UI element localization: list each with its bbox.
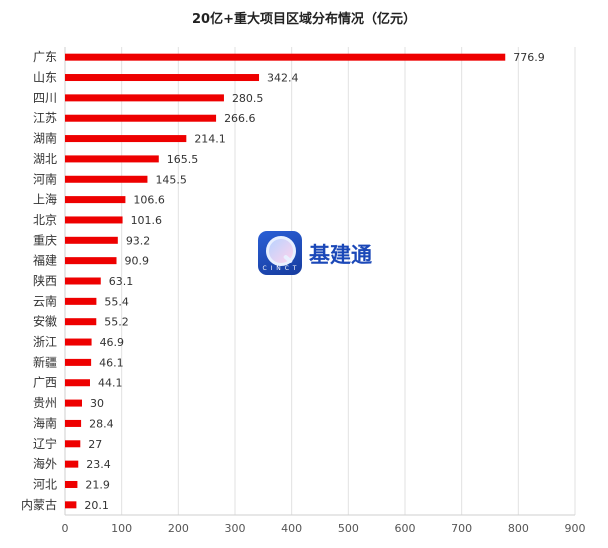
- category-label: 贵州: [33, 396, 57, 410]
- category-label: 重庆: [33, 233, 57, 247]
- bar: [65, 155, 159, 163]
- chart-title: 20亿+重大项目区域分布情况（亿元）: [192, 12, 416, 27]
- category-label: 河北: [33, 477, 57, 491]
- category-label: 辽宁: [33, 436, 57, 451]
- value-label: 63.1: [109, 275, 134, 288]
- bar: [65, 501, 77, 509]
- category-label: 山东: [33, 71, 57, 85]
- value-label: 46.9: [100, 336, 125, 349]
- value-label: 106.6: [133, 194, 165, 207]
- value-label: 21.9: [85, 478, 110, 491]
- category-label: 北京: [33, 213, 57, 227]
- x-tick-label: 400: [281, 522, 302, 535]
- bar: [65, 196, 126, 204]
- value-label: 101.6: [131, 214, 163, 227]
- category-label: 海南: [33, 415, 57, 430]
- value-label: 30: [90, 397, 104, 410]
- category-label: 广东: [33, 50, 57, 64]
- value-label: 90.9: [125, 255, 150, 268]
- bar: [65, 257, 117, 265]
- category-label: 河南: [33, 171, 57, 186]
- category-label: 浙江: [33, 335, 57, 349]
- value-label: 214.1: [194, 133, 226, 146]
- category-label: 海外: [33, 456, 57, 471]
- category-label: 湖北: [33, 151, 57, 166]
- value-label: 23.4: [86, 458, 111, 471]
- category-label: 陕西: [33, 273, 57, 288]
- value-label: 93.2: [126, 234, 150, 247]
- logo-badge: C I N C T: [258, 231, 302, 275]
- x-tick-label: 200: [168, 522, 189, 535]
- x-tick-label: 100: [111, 522, 132, 535]
- category-label: 内蒙古: [21, 497, 57, 512]
- value-label: 145.5: [155, 173, 187, 186]
- logo-text: 基建通: [309, 242, 372, 267]
- category-label: 福建: [33, 253, 57, 268]
- x-tick-label: 900: [565, 522, 586, 535]
- bar: [65, 277, 101, 285]
- bar: [65, 358, 92, 366]
- x-tick-label: 300: [225, 522, 246, 535]
- value-label: 165.5: [167, 153, 199, 166]
- bar: [65, 297, 97, 305]
- x-tick-label: 800: [508, 522, 529, 535]
- bar: [65, 338, 92, 346]
- bar: [65, 480, 78, 488]
- category-label: 云南: [33, 293, 57, 308]
- bar: [65, 399, 82, 407]
- value-label: 266.6: [224, 112, 256, 125]
- value-label: 20.1: [84, 499, 109, 512]
- value-label: 776.9: [513, 51, 545, 64]
- value-label: 280.5: [232, 92, 264, 105]
- x-tick-label: 0: [62, 522, 69, 535]
- category-label: 上海: [33, 192, 57, 207]
- bar: [65, 114, 217, 122]
- value-label: 342.4: [267, 72, 299, 85]
- bar: [65, 175, 148, 183]
- bar: [65, 135, 187, 143]
- bar: [65, 53, 506, 61]
- category-label: 新疆: [33, 354, 57, 369]
- category-label: 湖南: [33, 131, 57, 146]
- category-label: 安徽: [33, 314, 57, 329]
- bar: [65, 419, 82, 427]
- value-label: 28.4: [89, 417, 114, 430]
- x-tick-label: 600: [395, 522, 416, 535]
- bar: [65, 460, 79, 468]
- x-tick-label: 700: [451, 522, 472, 535]
- bar: [65, 318, 97, 326]
- bar: [65, 440, 81, 448]
- value-label: 46.1: [99, 356, 124, 369]
- bar: [65, 216, 123, 224]
- value-label: 55.4: [104, 295, 129, 308]
- logo-subtext: C I N C T: [262, 265, 298, 272]
- category-label: 广西: [33, 376, 57, 390]
- bar: [65, 94, 224, 102]
- value-label: 27: [88, 438, 102, 451]
- value-label: 44.1: [98, 377, 123, 390]
- category-label: 四川: [33, 91, 57, 105]
- watermark-logo: C I N C T 基建通: [258, 231, 383, 277]
- bar: [65, 379, 90, 387]
- category-label: 江苏: [33, 111, 57, 125]
- bar: [65, 74, 260, 82]
- bar: [65, 236, 118, 244]
- value-label: 55.2: [104, 316, 129, 329]
- x-tick-label: 500: [338, 522, 359, 535]
